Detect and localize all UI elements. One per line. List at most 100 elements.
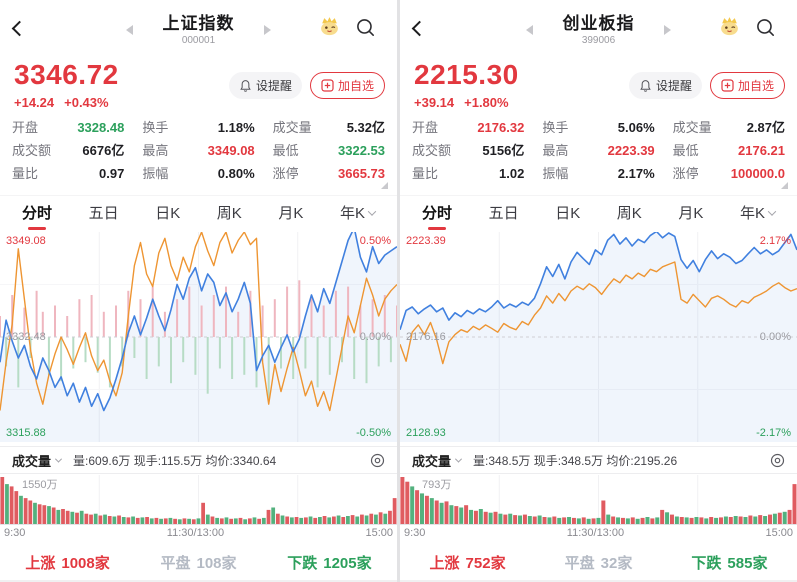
stat-volume: 成交量 2.87亿 — [672, 120, 785, 135]
price-change-pct: +0.43% — [64, 94, 109, 110]
volume-chart-area: 793万 — [400, 475, 797, 525]
stat-volume: 成交量 5.32亿 — [272, 120, 385, 135]
time-open: 9:30 — [4, 527, 26, 539]
intraday-chart[interactable] — [0, 232, 397, 442]
set-alert-button[interactable]: 设提醒 — [628, 72, 702, 99]
expand-stats-icon[interactable] — [381, 182, 388, 189]
tab-5day[interactable]: 五日 — [488, 205, 519, 222]
volume-max-label: 1550万 — [22, 479, 58, 491]
expand-stats-icon[interactable] — [781, 182, 788, 189]
prev-index-arrow-icon[interactable] — [526, 25, 533, 35]
volume-max-label: 793万 — [422, 479, 452, 491]
tab-daily-k[interactable]: 日K — [555, 205, 581, 222]
tab-monthly-k[interactable]: 月K — [678, 205, 704, 222]
stat-turnover-rate: 换手 1.18% — [142, 120, 255, 135]
tab-weekly-k[interactable]: 周K — [216, 205, 242, 222]
set-alert-button[interactable]: 设提醒 — [228, 72, 302, 99]
add-watchlist-button[interactable]: 加自选 — [709, 72, 785, 99]
search-icon[interactable] — [756, 18, 775, 42]
chart-high-label: 3349.08 — [6, 235, 46, 247]
chart-tabs: 分时 五日 日K 周K 月K 年K — [400, 195, 797, 229]
index-price: 2215.30 — [414, 59, 519, 90]
chart-mid-pct-label: 0.00% — [359, 331, 391, 343]
chart-mid-label: 2176.16 — [406, 331, 446, 343]
decliners-stat: 下跌 1205家 — [287, 554, 372, 572]
volume-detail-text: 量:609.6万 现手:115.5万 均价:3340.64 — [73, 453, 277, 468]
action-buttons: 设提醒 加自选 — [228, 72, 385, 99]
next-index-arrow-icon[interactable] — [264, 25, 271, 35]
price-block: 3346.72 +14.24 +0.43% — [14, 59, 119, 110]
settings-icon[interactable] — [370, 453, 385, 468]
back-chevron-icon — [411, 20, 428, 37]
chart-mid-label: 3332.48 — [6, 331, 46, 343]
volume-header: 成交量 量:609.6万 现手:115.5万 均价:3340.64 — [0, 446, 397, 474]
stat-turnover-rate: 换手 5.06% — [542, 120, 655, 135]
bell-icon — [240, 80, 251, 92]
set-alert-label: 设提醒 — [655, 79, 692, 93]
advancers-stat: 上涨 752家 — [429, 554, 506, 572]
panel-chinext-index: 创业板指 399006 2215.30 +39.14 +1.80% 设提醒 — [400, 0, 797, 582]
chevron-down-icon — [54, 455, 63, 463]
add-watchlist-button[interactable]: 加自选 — [309, 72, 385, 99]
stat-low: 最低 3322.53 — [272, 143, 385, 158]
tab-minute[interactable]: 分时 — [422, 202, 452, 223]
chart-low-label: 3315.88 — [6, 427, 46, 439]
time-axis: 9:30 11:30/13:00 15:00 — [404, 527, 793, 539]
add-watchlist-label: 加自选 — [337, 79, 374, 93]
stat-amount: 成交额 5156亿 — [412, 143, 525, 158]
time-midday: 11:30/13:00 — [166, 527, 225, 539]
prev-index-arrow-icon[interactable] — [126, 25, 133, 35]
tab-daily-k[interactable]: 日K — [155, 205, 181, 222]
tab-yearly-k[interactable]: 年K — [340, 202, 377, 223]
tab-5day[interactable]: 五日 — [88, 205, 119, 222]
add-watchlist-label: 加自选 — [737, 79, 774, 93]
back-button[interactable] — [11, 20, 28, 39]
market-breadth: 上涨 752家 平盘 32家 下跌 585家 — [400, 547, 797, 577]
volume-chart[interactable] — [0, 475, 397, 525]
next-index-arrow-icon[interactable] — [664, 25, 671, 35]
stat-open: 开盘 2176.32 — [412, 120, 525, 135]
intraday-chart-area: 2223.39 2.17% 2176.16 0.00% 2128.93 -2.1… — [400, 232, 797, 442]
panel-shanghai-index: 上证指数 000001 3346.72 +14.24 +0.43% 设提醒 — [0, 0, 397, 582]
index-title-block: 上证指数 000001 — [163, 9, 235, 46]
stat-open: 开盘 3328.48 — [12, 120, 125, 135]
index-name: 创业板指 — [562, 14, 635, 33]
stat-amplitude: 振幅 0.80% — [142, 166, 255, 181]
volume-indicator-selector[interactable]: 成交量 — [12, 451, 63, 470]
volume-chart[interactable] — [400, 475, 797, 525]
chevron-down-icon — [454, 455, 463, 463]
index-code: 399006 — [581, 35, 616, 46]
chart-low-pct-label: -0.50% — [356, 427, 391, 439]
tab-monthly-k[interactable]: 月K — [278, 205, 304, 222]
intraday-chart-area: 3349.08 0.50% 3332.48 0.00% 3315.88 -0.5… — [0, 232, 397, 442]
settings-icon[interactable] — [770, 453, 785, 468]
search-icon[interactable] — [356, 18, 375, 42]
unchanged-stat: 平盘 32家 — [564, 554, 633, 572]
chart-low-pct-label: -2.17% — [756, 427, 791, 439]
tab-minute[interactable]: 分时 — [22, 202, 52, 223]
intraday-chart[interactable] — [400, 232, 797, 442]
time-close: 15:00 — [365, 527, 393, 539]
mascot-icon[interactable] — [718, 15, 741, 41]
chevron-down-icon — [767, 206, 777, 216]
volume-chart-area: 1550万 — [0, 475, 397, 525]
index-name: 上证指数 — [162, 14, 235, 33]
volume-indicator-selector[interactable]: 成交量 — [412, 451, 463, 470]
price-change: +14.24 — [14, 94, 55, 110]
index-price: 3346.72 — [14, 59, 119, 90]
stat-volume-ratio: 量比 0.97 — [12, 166, 125, 181]
index-code: 000001 — [181, 35, 216, 46]
time-midday: 11:30/13:00 — [566, 527, 625, 539]
chart-tabs: 分时 五日 日K 周K 月K 年K — [0, 195, 397, 229]
market-breadth: 上涨 1008家 平盘 108家 下跌 1205家 — [0, 547, 397, 577]
mascot-icon[interactable] — [318, 15, 341, 41]
set-alert-label: 设提醒 — [255, 79, 292, 93]
back-button[interactable] — [411, 20, 428, 39]
volume-detail-text: 量:348.5万 现手:348.5万 均价:2195.26 — [473, 453, 678, 468]
stat-limit-up: 涨停 3665.73 — [272, 166, 385, 181]
tab-yearly-k[interactable]: 年K — [740, 202, 777, 223]
price-block: 2215.30 +39.14 +1.80% — [414, 59, 519, 110]
action-buttons: 设提醒 加自选 — [628, 72, 785, 99]
tab-weekly-k[interactable]: 周K — [616, 205, 642, 222]
